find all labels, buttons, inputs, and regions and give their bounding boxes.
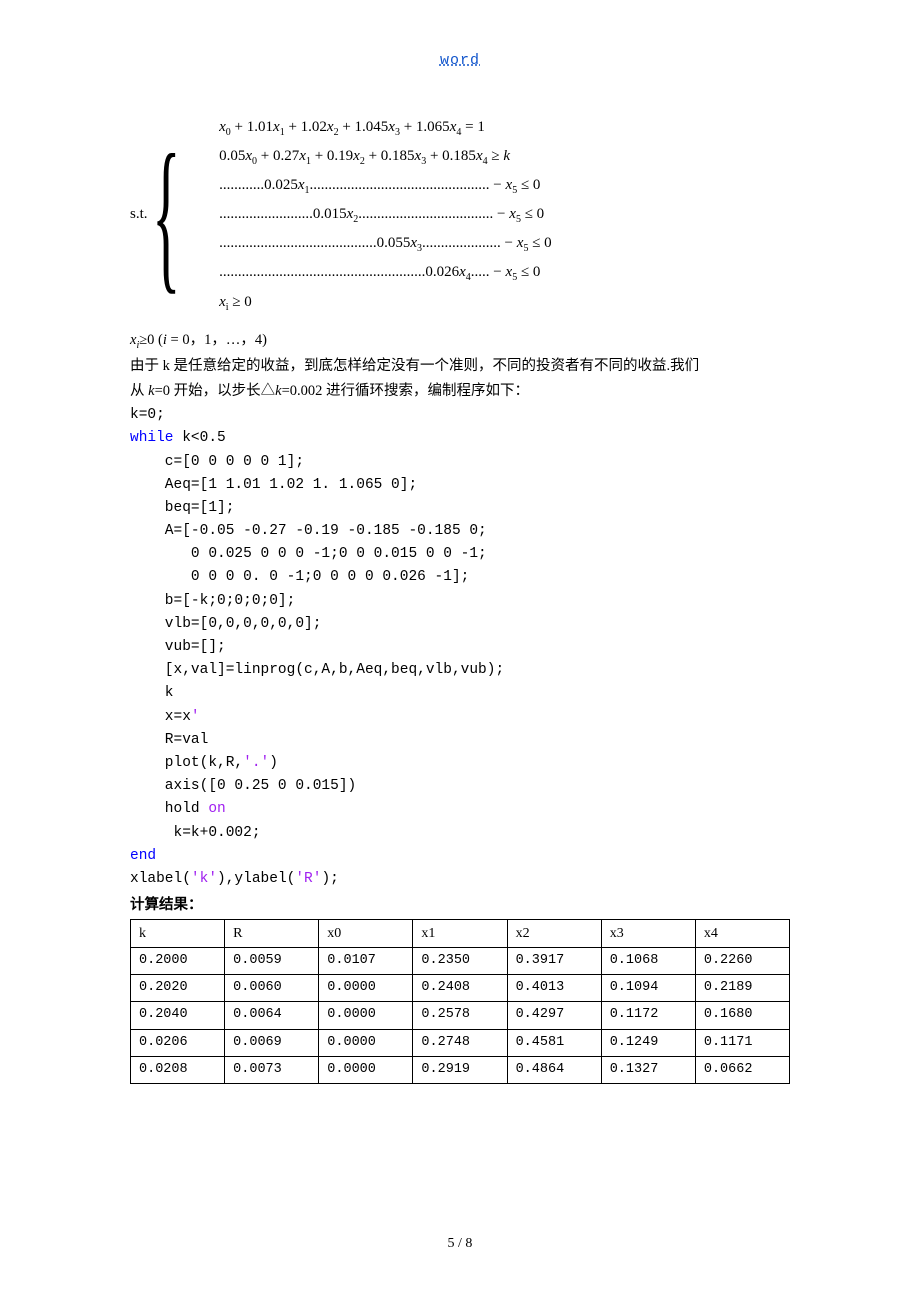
code-line: Aeq=[1 1.01 1.02 1. 1.065 0]; — [130, 477, 417, 493]
table-cell: 0.2748 — [413, 1029, 507, 1056]
para-xi-constraint: xi≥0 (i = 0，1，…，4) — [130, 329, 790, 353]
eq-7: xi ≥ 0 — [219, 288, 552, 317]
eq-2: 0.05x0 + 0.27x1 + 0.19x2 + 0.185x3 + 0.1… — [219, 142, 552, 171]
table-row: 0.20400.00640.00000.25780.42970.11720.16… — [131, 1002, 790, 1029]
code-line: vlb=[0,0,0,0,0,0]; — [130, 616, 321, 632]
table-cell: 0.3917 — [507, 947, 601, 974]
table-row: 0.20200.00600.00000.24080.40130.10940.21… — [131, 975, 790, 1002]
code-string: on — [208, 801, 225, 817]
table-cell: 0.2919 — [413, 1056, 507, 1083]
table-cell: 0.4297 — [507, 1002, 601, 1029]
table-cell: 0.0662 — [695, 1056, 789, 1083]
code-line: k<0.5 — [174, 430, 226, 446]
col-x4: x4 — [695, 919, 789, 947]
col-k: k — [131, 919, 225, 947]
table-cell: 0.0000 — [319, 1029, 413, 1056]
eq-6: ........................................… — [219, 258, 552, 287]
eq-5: ........................................… — [219, 229, 552, 258]
code-line: R=val — [130, 732, 208, 748]
table-cell: 0.1680 — [695, 1002, 789, 1029]
table-cell: 0.0206 — [131, 1029, 225, 1056]
page-number: 5 / 8 — [0, 1233, 920, 1254]
constraint-block: s.t. { x0 + 1.01x1 + 1.02x2 + 1.045x3 + … — [130, 113, 790, 317]
table-cell: 0.2020 — [131, 975, 225, 1002]
code-line: x=x — [130, 709, 191, 725]
table-cell: 0.0000 — [319, 975, 413, 1002]
code-string: '.' — [243, 755, 269, 771]
eq-4: .........................0.015x2........… — [219, 200, 552, 229]
eq-3: ............0.025x1.....................… — [219, 171, 552, 200]
results-title: 计算结果： — [130, 895, 790, 917]
code-line: b=[-k;0;0;0;0]; — [130, 593, 295, 609]
table-header-row: k R x0 x1 x2 x3 x4 — [131, 919, 790, 947]
table-cell: 0.1172 — [601, 1002, 695, 1029]
table-cell: 0.1068 — [601, 947, 695, 974]
table-cell: 0.0000 — [319, 1002, 413, 1029]
col-r: R — [225, 919, 319, 947]
code-line: axis([0 0.25 0 0.015]) — [130, 778, 356, 794]
table-row: 0.02080.00730.00000.29190.48640.13270.06… — [131, 1056, 790, 1083]
table-cell: 0.0059 — [225, 947, 319, 974]
table-cell: 0.4581 — [507, 1029, 601, 1056]
code-line: k=k+0.002; — [130, 825, 261, 841]
code-line: c=[0 0 0 0 0 1]; — [130, 454, 304, 470]
code-line: xlabel( — [130, 871, 191, 887]
code-line: k — [130, 685, 174, 701]
table-cell: 0.0000 — [319, 1056, 413, 1083]
code-string: ' — [191, 709, 200, 725]
matlab-code: k=0; while k<0.5 c=[0 0 0 0 0 1]; Aeq=[1… — [130, 404, 790, 891]
table-cell: 0.2350 — [413, 947, 507, 974]
table-body: 0.20000.00590.01070.23500.39170.10680.22… — [131, 947, 790, 1083]
equations: x0 + 1.01x1 + 1.02x2 + 1.045x3 + 1.065x4… — [219, 113, 552, 317]
col-x2: x2 — [507, 919, 601, 947]
table-cell: 0.1094 — [601, 975, 695, 1002]
code-line: vub=[]; — [130, 639, 226, 655]
header-word-text: word — [440, 52, 480, 69]
table-cell: 0.1171 — [695, 1029, 789, 1056]
table-cell: 0.0073 — [225, 1056, 319, 1083]
code-line: ); — [321, 871, 338, 887]
st-label: s.t. — [130, 203, 148, 226]
table-cell: 0.2040 — [131, 1002, 225, 1029]
code-line: 0 0.025 0 0 0 -1;0 0 0.015 0 0 -1; — [130, 546, 487, 562]
col-x1: x1 — [413, 919, 507, 947]
col-x0: x0 — [319, 919, 413, 947]
code-line: plot(k,R, — [130, 755, 243, 771]
table-cell: 0.0107 — [319, 947, 413, 974]
para-explanation-1: 由于 k 是任意给定的收益，到底怎样给定没有一个准则，不同的投资者有不同的收益.… — [130, 355, 790, 377]
table-cell: 0.2578 — [413, 1002, 507, 1029]
code-keyword-end: end — [130, 848, 156, 864]
code-line: 0 0 0 0. 0 -1;0 0 0 0 0.026 -1]; — [130, 569, 469, 585]
table-cell: 0.0060 — [225, 975, 319, 1002]
col-x3: x3 — [601, 919, 695, 947]
table-cell: 0.4864 — [507, 1056, 601, 1083]
table-row: 0.02060.00690.00000.27480.45810.12490.11… — [131, 1029, 790, 1056]
code-line: A=[-0.05 -0.27 -0.19 -0.185 -0.185 0; — [130, 523, 487, 539]
header-label: word — [130, 50, 790, 73]
code-string: 'k' — [191, 871, 217, 887]
code-line: k=0; — [130, 407, 165, 423]
table-cell: 0.0069 — [225, 1029, 319, 1056]
code-line: beq=[1]; — [130, 500, 234, 516]
table-cell: 0.2260 — [695, 947, 789, 974]
results-table: k R x0 x1 x2 x3 x4 0.20000.00590.01070.2… — [130, 919, 790, 1084]
table-cell: 0.4013 — [507, 975, 601, 1002]
code-keyword-while: while — [130, 430, 174, 446]
code-line: ),ylabel( — [217, 871, 295, 887]
left-brace: { — [152, 150, 181, 279]
table-row: 0.20000.00590.01070.23500.39170.10680.22… — [131, 947, 790, 974]
para-explanation-2: 从 k=0 开始，以步长△k=0.002 进行循环搜索，编制程序如下： — [130, 380, 790, 402]
code-line: ) — [269, 755, 278, 771]
table-cell: 0.2408 — [413, 975, 507, 1002]
table-cell: 0.1327 — [601, 1056, 695, 1083]
eq-1: x0 + 1.01x1 + 1.02x2 + 1.045x3 + 1.065x4… — [219, 113, 552, 142]
code-line: hold — [130, 801, 208, 817]
table-cell: 0.0208 — [131, 1056, 225, 1083]
table-cell: 0.2000 — [131, 947, 225, 974]
code-string: 'R' — [295, 871, 321, 887]
table-cell: 0.2189 — [695, 975, 789, 1002]
table-cell: 0.0064 — [225, 1002, 319, 1029]
code-line: [x,val]=linprog(c,A,b,Aeq,beq,vlb,vub); — [130, 662, 504, 678]
table-cell: 0.1249 — [601, 1029, 695, 1056]
